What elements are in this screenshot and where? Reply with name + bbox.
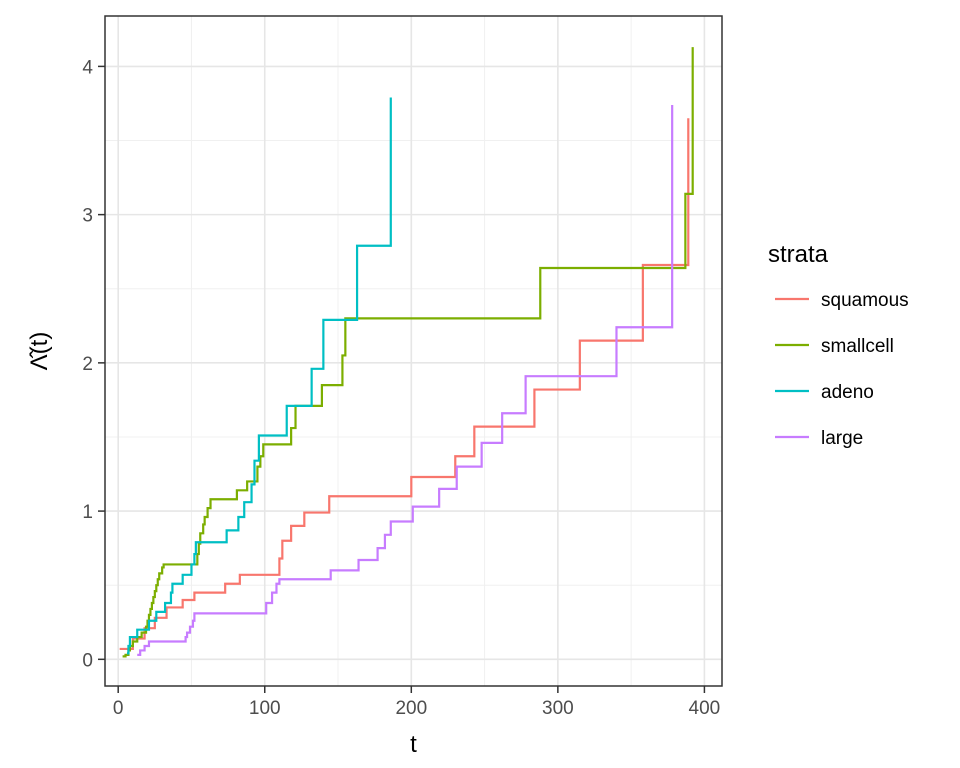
y-axis-ticks: 0 1 2 3 4	[82, 57, 105, 671]
y-axis-title: Λ̂(t)	[26, 332, 53, 371]
series-adeno	[126, 97, 392, 655]
series-lines	[119, 47, 694, 658]
legend-label-smallcell: smallcell	[821, 336, 894, 357]
series-smallcell	[122, 47, 694, 658]
legend-title: strata	[768, 241, 829, 268]
y-tick-label: 1	[82, 502, 93, 523]
minor-gridlines	[105, 16, 722, 686]
panel-border	[104, 15, 723, 687]
series-squamous	[119, 118, 690, 651]
legend: strata squamous smallcell adeno large	[768, 241, 909, 449]
y-tick-label: 4	[82, 57, 93, 78]
legend-label-adeno: adeno	[821, 382, 874, 403]
x-axis-title: t	[410, 731, 417, 758]
series-large	[137, 104, 674, 656]
x-tick-label: 300	[542, 698, 574, 719]
x-tick-label: 100	[249, 698, 281, 719]
y-tick-label: 2	[82, 354, 93, 375]
legend-label-squamous: squamous	[821, 290, 909, 311]
x-tick-label: 0	[113, 698, 124, 719]
x-tick-label: 200	[395, 698, 427, 719]
legend-label-large: large	[821, 428, 863, 449]
x-axis-ticks: 0 100 200 300 400	[113, 686, 720, 719]
y-tick-label: 3	[82, 206, 93, 227]
x-tick-label: 400	[689, 698, 721, 719]
legend-items: squamous smallcell adeno large	[775, 290, 909, 449]
y-tick-label: 0	[82, 650, 93, 671]
